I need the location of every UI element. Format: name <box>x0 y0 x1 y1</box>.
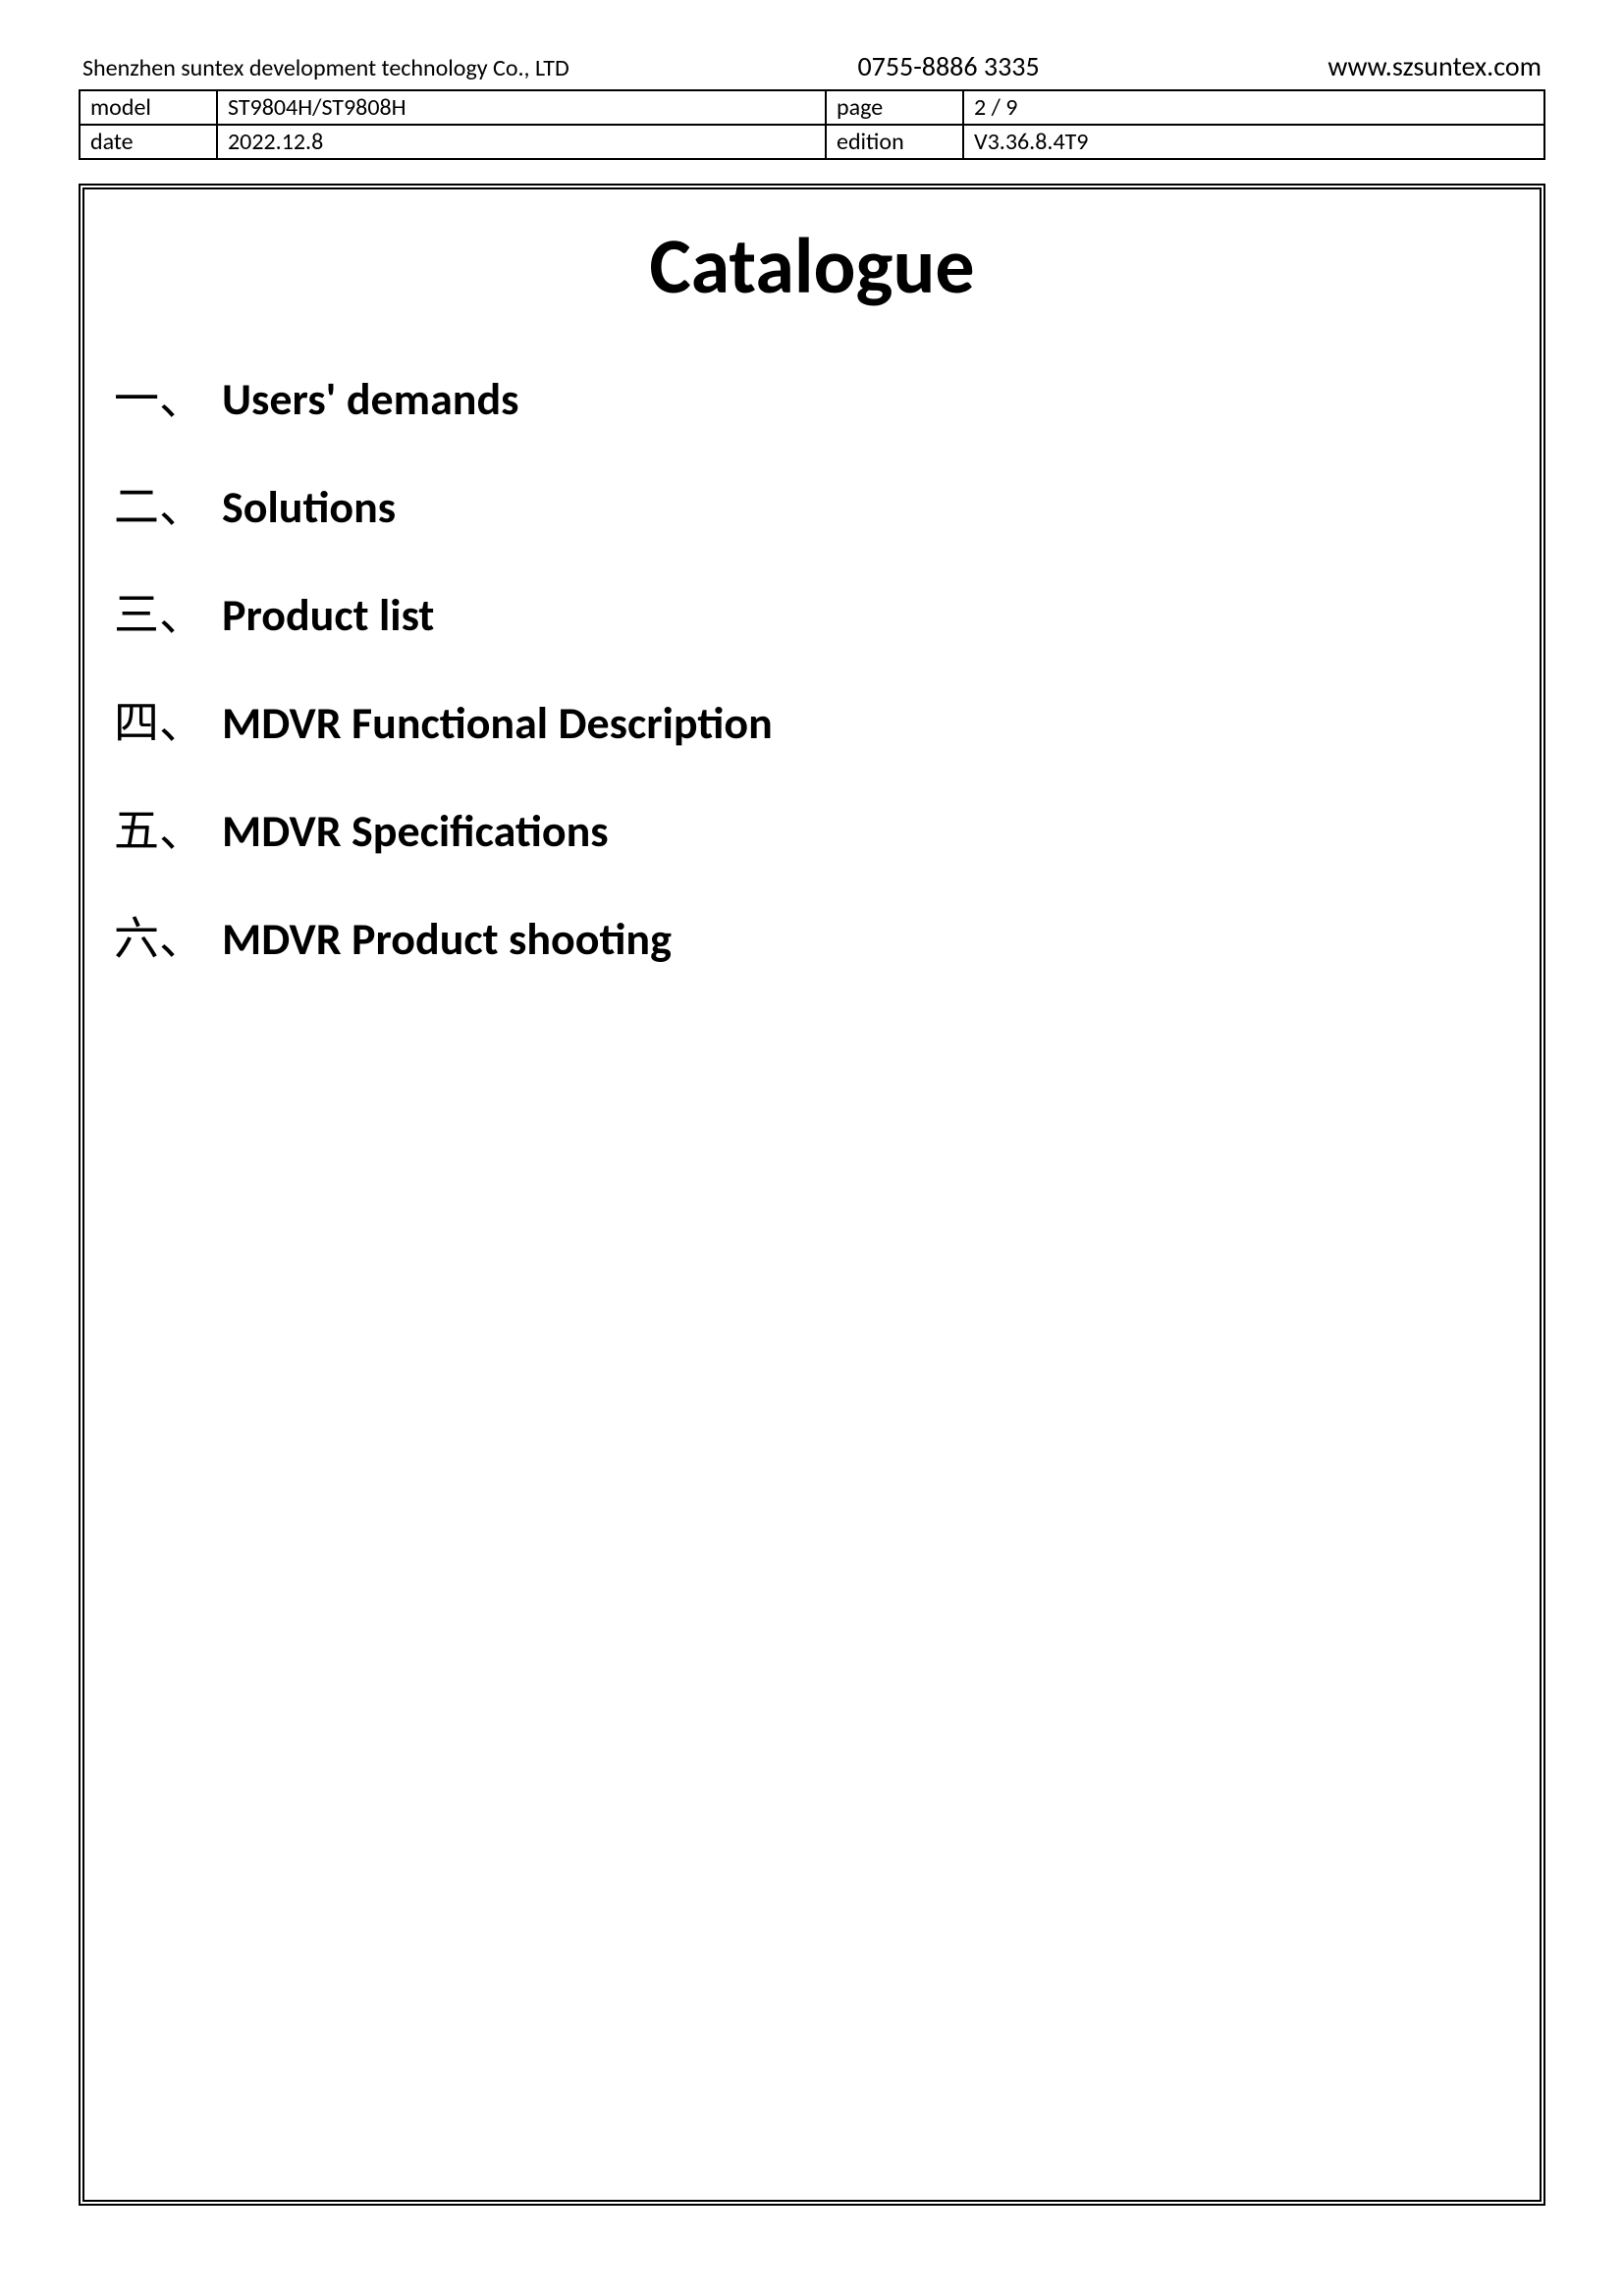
toc-item-4: 四、 MDVR Functional Description <box>114 687 1520 752</box>
model-label: model <box>80 90 217 125</box>
toc-number: 六、 <box>114 903 222 968</box>
edition-label: edition <box>826 125 963 159</box>
date-value: 2022.12.8 <box>217 125 826 159</box>
model-value: ST9804H/ST9808H <box>217 90 826 125</box>
toc-list: 一、 Users' demands 二、 Solutions 三、 Produc… <box>104 363 1520 968</box>
edition-value: V3.36.8.4T9 <box>963 125 1544 159</box>
toc-number: 五、 <box>114 795 222 860</box>
toc-text: Solutions <box>222 480 396 535</box>
page-label: page <box>826 90 963 125</box>
toc-item-6: 六、 MDVR Product shooting <box>114 903 1520 968</box>
header-row: Shenzhen suntex development technology C… <box>79 49 1545 83</box>
toc-text: MDVR Product shooting <box>222 912 672 967</box>
toc-number: 四、 <box>114 687 222 752</box>
toc-number: 三、 <box>114 579 222 644</box>
toc-item-3: 三、 Product list <box>114 579 1520 644</box>
page-value: 2 / 9 <box>963 90 1544 125</box>
date-label: date <box>80 125 217 159</box>
toc-text: Product list <box>222 588 434 643</box>
main-content-frame: Catalogue 一、 Users' demands 二、 Solutions… <box>79 184 1545 2206</box>
table-row: model ST9804H/ST9808H page 2 / 9 <box>80 90 1544 125</box>
website-url: www.szsuntex.com <box>1327 49 1542 83</box>
toc-number: 一、 <box>114 363 222 428</box>
toc-item-5: 五、 MDVR Specifications <box>114 795 1520 860</box>
company-name: Shenzhen suntex development technology C… <box>82 54 569 82</box>
phone-number: 0755-8886 3335 <box>857 49 1039 83</box>
catalogue-title: Catalogue <box>104 219 1520 314</box>
info-table: model ST9804H/ST9808H page 2 / 9 date 20… <box>79 89 1545 160</box>
page-container: Shenzhen suntex development technology C… <box>0 0 1624 2255</box>
toc-text: MDVR Specifications <box>222 804 609 859</box>
toc-item-2: 二、 Solutions <box>114 471 1520 536</box>
toc-text: Users' demands <box>222 372 519 427</box>
toc-text: MDVR Functional Description <box>222 696 773 751</box>
table-row: date 2022.12.8 edition V3.36.8.4T9 <box>80 125 1544 159</box>
toc-item-1: 一、 Users' demands <box>114 363 1520 428</box>
toc-number: 二、 <box>114 471 222 536</box>
